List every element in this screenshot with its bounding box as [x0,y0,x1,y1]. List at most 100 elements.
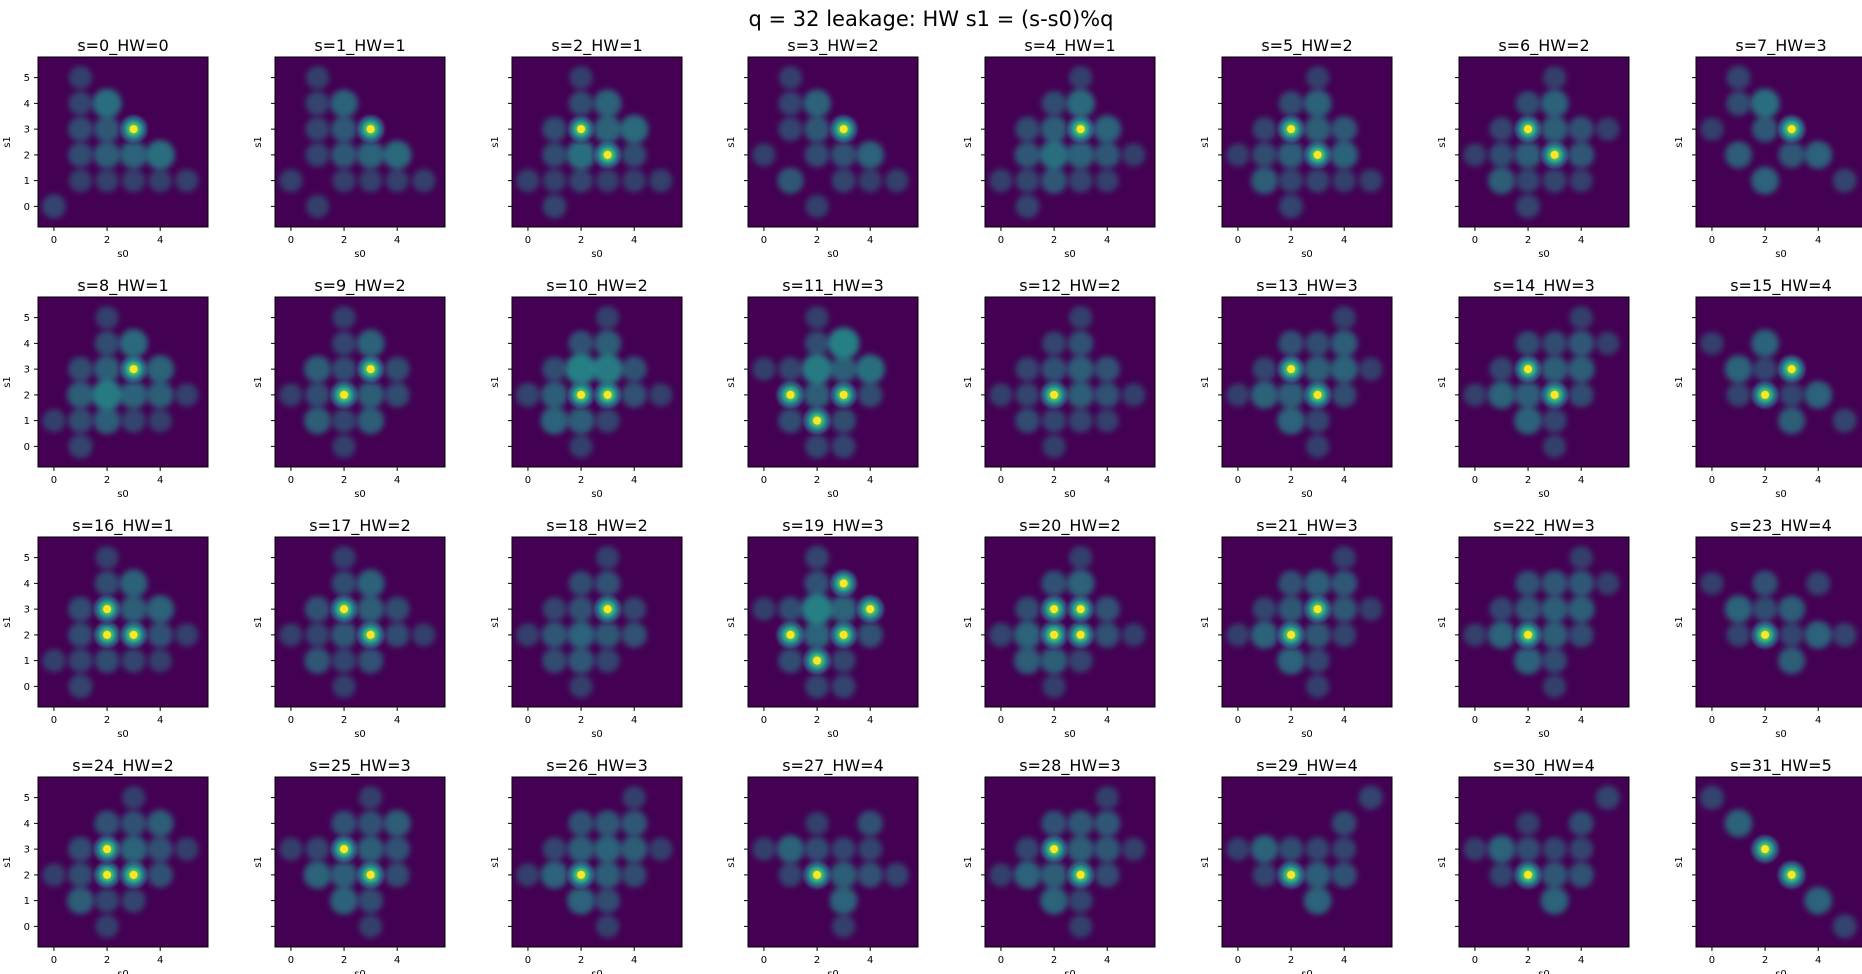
y-axis-label: s1 [253,856,264,868]
x-tick-label: 0 [1709,955,1715,966]
heat-blob [1358,785,1383,810]
heat-blob [119,140,148,169]
heat-blob [332,674,356,699]
y-tick-label: 5 [24,793,30,804]
heat-blob [989,168,1013,193]
heat-peak [839,579,848,588]
heat-blob [1095,168,1119,193]
heat-blob [1305,837,1330,862]
heat-blob [332,305,356,330]
heat-blob [1015,194,1040,219]
x-axis-label: s0 [1064,729,1076,740]
heat-blob [831,648,856,673]
heat-blob [1515,570,1541,597]
x-tick-label: 0 [1235,955,1241,966]
heat-blob [649,168,673,193]
heat-blob [119,569,148,598]
heat-blob [1806,571,1831,596]
heat-blob [1279,168,1304,193]
y-axis-label: s1 [1437,376,1448,388]
subplot: s=16_HW=1 0 2 4 s0 0 1 2 3 4 5 s1 [2,516,209,740]
heat-blob [1541,595,1569,623]
heat-peak [129,365,138,374]
heat-blob [305,117,330,142]
heat-blob [1595,785,1620,810]
axes-frame [1458,56,1630,228]
heat-blob [1804,886,1833,915]
heat-blob [568,596,594,622]
axes-frame [1458,776,1630,948]
heat-blob [1542,168,1567,193]
y-axis-label: s1 [963,136,974,148]
x-tick-label: 2 [1051,955,1057,966]
heat-blob [1724,809,1753,838]
heat-blob [121,785,146,810]
heat-blob [1068,305,1093,330]
heat-blob [1013,620,1042,649]
heat-blob [384,862,410,888]
x-tick-label: 2 [104,475,110,486]
heat-blob [1568,382,1594,408]
x-tick-label: 2 [578,715,584,726]
heat-blob [752,357,776,381]
heat-peak [1050,605,1059,614]
heat-peak [1076,125,1085,134]
subplot-title: s=11_HW=3 [782,276,884,296]
x-tick-label: 0 [51,235,57,246]
heat-blob [1726,65,1751,90]
subplot: s=25_HW=3 0 2 4 s0 s1 [253,756,446,974]
y-tick-label: 0 [24,442,30,453]
heat-blob [1778,141,1805,169]
heat-blob [1489,117,1514,142]
axes-frame [1695,536,1862,708]
heat-blob [1305,674,1330,699]
heat-blob [752,143,776,167]
heat-blob [1463,143,1487,167]
subplot-title: s=18_HW=2 [546,516,648,536]
heat-blob [830,355,858,383]
x-tick-label: 4 [1815,235,1821,246]
subplot-title: s=6_HW=2 [1498,36,1589,56]
heat-blob [621,382,647,408]
subplot: s=8_HW=1 0 2 4 s0 0 1 2 3 4 5 s1 [2,276,209,500]
heat-blob [1277,406,1306,435]
heat-blob [542,597,567,622]
heat-blob [649,837,673,861]
heat-blob [93,355,121,383]
heat-blob [305,65,330,90]
x-axis-label: s0 [117,969,129,974]
heat-blob [1832,622,1857,647]
heat-blob [1463,383,1487,407]
y-tick-label: 2 [24,390,30,401]
y-axis-label: s1 [1437,136,1448,148]
heatmap-background [38,537,208,707]
heat-blob [568,810,594,837]
heat-blob [1015,596,1040,622]
x-tick-label: 0 [761,955,767,966]
heat-blob [148,408,172,433]
heat-blob [1330,329,1358,357]
heat-blob [384,382,410,408]
y-tick-label: 2 [24,150,30,161]
heat-blob [279,623,303,647]
axes-frame [1221,56,1393,228]
x-axis-label: s0 [1301,969,1313,974]
heat-blob [1487,380,1516,409]
heat-blob [989,863,1013,887]
heat-peak [1787,365,1796,374]
heat-blob [1015,116,1040,142]
heat-blob [332,545,356,570]
heat-blob [1514,595,1542,623]
heat-blob [595,888,621,914]
heat-blob [1778,647,1806,675]
heat-blob [542,168,567,193]
heat-blob [1122,143,1146,167]
heat-blob [356,140,385,169]
heat-blob [95,888,120,913]
heat-blob [121,168,146,193]
y-tick-label: 2 [24,870,30,881]
heat-blob [279,837,303,861]
heat-blob [801,353,833,385]
heat-blob [567,620,596,649]
heat-blob [358,914,383,939]
